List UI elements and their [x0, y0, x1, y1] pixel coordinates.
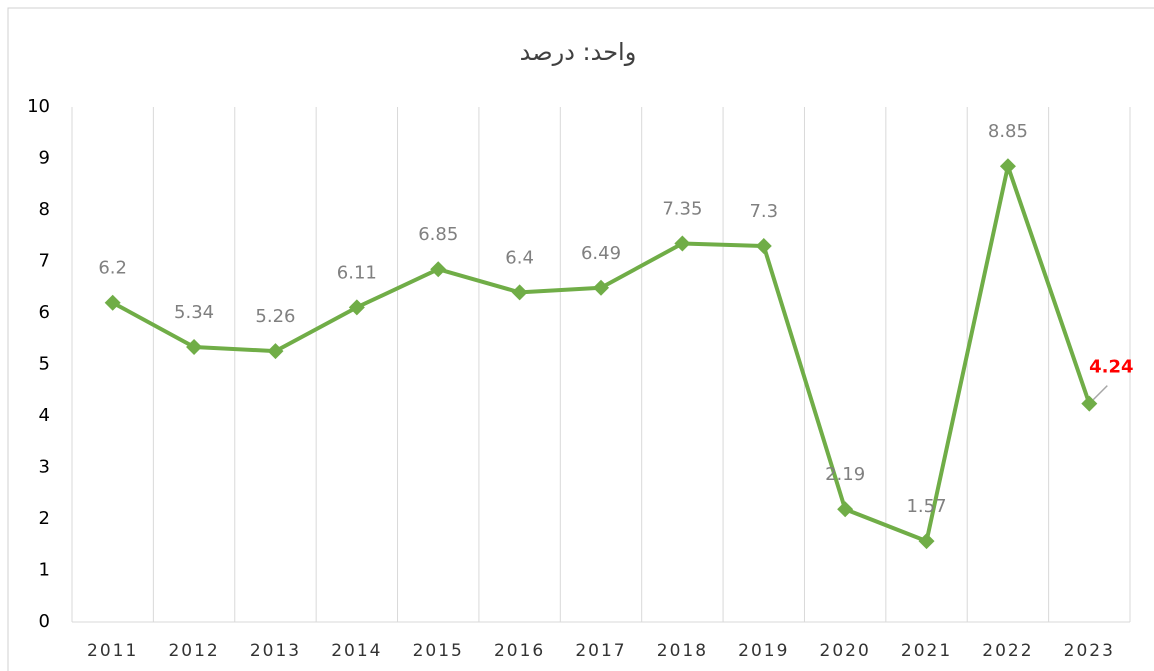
- x-tick-label: 2014: [331, 641, 382, 661]
- data-label: 6.85: [418, 224, 458, 245]
- x-tick-label: 2012: [168, 641, 219, 661]
- data-label: 8.85: [988, 121, 1028, 142]
- x-tick-label: 2018: [657, 641, 708, 661]
- marker: [348, 299, 365, 316]
- y-tick-label: 4: [39, 405, 50, 426]
- x-tick-label: 2020: [820, 641, 871, 661]
- marker: [430, 261, 447, 278]
- y-tick-label: 5: [39, 354, 50, 375]
- x-tick-label: 2021: [901, 641, 952, 661]
- marker: [918, 533, 935, 550]
- x-tick-label: 2016: [494, 641, 545, 661]
- data-label: 6.4: [505, 247, 534, 268]
- y-tick-label: 3: [39, 457, 50, 478]
- marker: [999, 158, 1016, 175]
- data-label: 2.19: [825, 464, 865, 485]
- x-tick-label: 2023: [1064, 641, 1115, 661]
- marker: [267, 343, 284, 360]
- marker: [511, 284, 528, 301]
- data-label: 5.34: [174, 302, 214, 323]
- marker: [674, 235, 691, 252]
- x-tick-label: 2011: [87, 641, 138, 661]
- y-tick-label: 0: [39, 611, 50, 632]
- marker: [593, 279, 609, 296]
- marker: [104, 294, 121, 311]
- y-tick-label: 7: [39, 251, 50, 272]
- y-tick-label: 1: [39, 560, 50, 581]
- data-label: 1.57: [906, 496, 946, 517]
- data-label: 7.35: [662, 198, 702, 219]
- y-tick-label: 8: [39, 199, 50, 220]
- data-label: 5.26: [255, 306, 295, 327]
- x-tick-label: 2013: [250, 641, 301, 661]
- marker: [837, 501, 854, 518]
- marker: [186, 338, 203, 355]
- chart-title: واحد: درصد: [520, 38, 637, 66]
- marker: [755, 238, 772, 255]
- x-tick-label: 2019: [738, 641, 789, 661]
- y-tick-label: 6: [39, 302, 50, 323]
- data-label: 4.24: [1089, 357, 1133, 378]
- x-tick-label: 2022: [982, 641, 1033, 661]
- line: [111, 164, 1092, 544]
- data-label: 6.49: [581, 243, 621, 264]
- y-tick-label: 2: [39, 508, 50, 529]
- leader-line: [1092, 385, 1108, 401]
- y-tick-label: 10: [27, 96, 50, 117]
- x-tick-label: 2015: [413, 641, 464, 661]
- data-label: 6.2: [98, 258, 127, 279]
- data-label: 7.3: [749, 201, 778, 222]
- data-label: 6.11: [337, 262, 377, 283]
- chart-border: [7, 7, 1154, 671]
- x-tick-label: 2017: [575, 641, 626, 661]
- y-tick-label: 9: [39, 148, 50, 169]
